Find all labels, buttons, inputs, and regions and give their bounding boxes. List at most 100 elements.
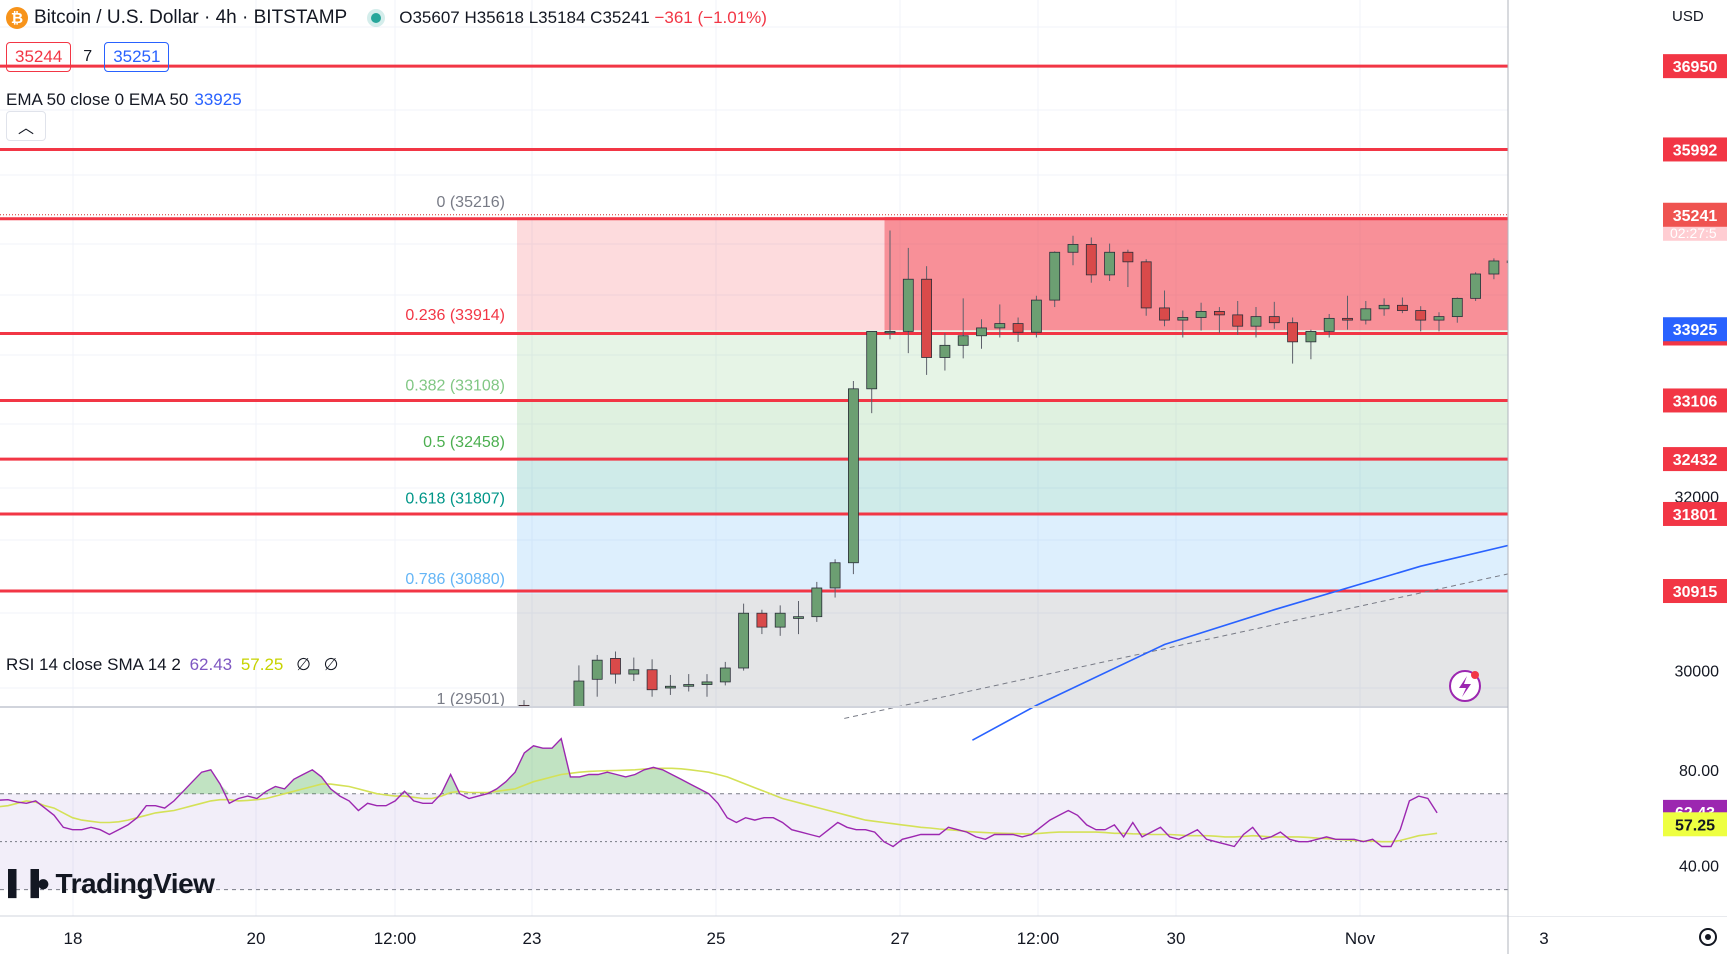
market-status-icon <box>371 13 381 23</box>
chevron-up-icon: ︿ <box>18 114 34 138</box>
currency-label[interactable]: USD <box>1672 8 1704 25</box>
candle-body <box>1251 317 1261 327</box>
candle-body <box>1086 244 1096 274</box>
buy-button[interactable]: 35251 <box>104 42 169 72</box>
candle-body <box>812 588 822 617</box>
candle-body <box>1141 262 1151 308</box>
rsi-overbought-fill <box>0 739 1437 794</box>
fib-level-label: 0.236 (33914) <box>405 307 505 324</box>
rsi-axis-tick-label: 80.00 <box>1679 763 1719 780</box>
rsi-axis-tick-label: 40.00 <box>1679 859 1719 876</box>
candle-body <box>739 613 749 668</box>
fib-level-label: 0.382 (33108) <box>405 377 505 394</box>
bid-ask-panel: 35244 7 35251 <box>6 42 169 72</box>
time-axis-tick-label: 25 <box>707 929 726 948</box>
candle-body <box>665 686 675 688</box>
rsi-legend-extra-1: ∅ <box>296 655 311 674</box>
time-axis-tick-label: 30 <box>1167 929 1186 948</box>
candle-body <box>1452 298 1462 316</box>
candle-body <box>1050 252 1060 300</box>
candle-body <box>1233 315 1243 326</box>
ema-price-label: 33925 <box>1673 322 1718 339</box>
candle-body <box>1416 311 1426 321</box>
time-axis-tick-label: 3 <box>1539 929 1548 948</box>
settings-gear-icon-hub <box>1705 934 1711 940</box>
candle-body <box>1196 311 1206 317</box>
candle-body <box>794 617 804 619</box>
price-axis-level-label: 31801 <box>1673 507 1718 524</box>
candle-body <box>757 613 767 627</box>
candle-body <box>684 685 694 687</box>
candle-body <box>720 668 730 682</box>
fib-level-label: 0.5 (32458) <box>423 434 505 451</box>
candle-body <box>1471 274 1481 298</box>
bar-countdown-label: 02:27:5 <box>1670 225 1717 241</box>
chart-header: ₿ Bitcoin / U.S. Dollar · 4h · BITSTAMP … <box>6 4 767 32</box>
candle-body <box>775 613 785 627</box>
candle-body <box>611 658 621 674</box>
sell-button[interactable]: 35244 <box>6 42 71 72</box>
fib-zone <box>517 330 1508 400</box>
tradingview-logo-text: TradingView <box>56 868 215 900</box>
candle-body <box>1361 309 1371 320</box>
price-axis-level-label: 32432 <box>1673 452 1718 469</box>
time-axis-tick-label: Nov <box>1345 929 1376 948</box>
current-price-label: 35241 <box>1673 208 1718 225</box>
candle-body <box>958 336 968 346</box>
candle-body <box>1105 252 1115 275</box>
candle-body <box>556 730 566 733</box>
time-axis-tick-label: 12:00 <box>1017 929 1060 948</box>
candle-body <box>1013 324 1023 333</box>
candle-body <box>995 324 1005 328</box>
candle-body <box>574 681 584 720</box>
candle-body <box>1068 244 1078 252</box>
time-axis-tick-label: 20 <box>247 929 266 948</box>
fib-level-label: 1 (29501) <box>437 691 506 708</box>
fib-level-label: 0.618 (31807) <box>405 490 505 507</box>
rsi-legend[interactable]: RSI 14 close SMA 14 2 62.43 57.25 ∅ ∅ <box>6 655 338 675</box>
candle-body <box>1178 317 1188 320</box>
candle-body <box>702 682 712 685</box>
candle-body <box>1397 305 1407 310</box>
price-axis-tick-label: 30000 <box>1675 664 1720 681</box>
candle-body <box>1343 318 1353 320</box>
bitcoin-icon: ₿ <box>6 7 28 29</box>
rsi-sma-legend-value: 57.25 <box>241 655 284 674</box>
candle-body <box>903 279 913 331</box>
candle-body <box>1379 305 1389 308</box>
time-axis-tick-label: 12:00 <box>374 929 417 948</box>
candle-body <box>940 345 950 357</box>
candle-body <box>885 331 895 333</box>
candle-body <box>592 660 602 679</box>
candle-body <box>537 728 547 732</box>
candle-body <box>867 331 877 388</box>
rsi-sma-value-label: 57.25 <box>1675 817 1715 834</box>
collapse-legend-button[interactable]: ︿ <box>6 111 46 141</box>
candle-body <box>647 670 657 690</box>
ema-legend-label: EMA 50 close 0 EMA 50 <box>6 90 188 109</box>
candle-body <box>1214 311 1224 314</box>
fib-zone <box>517 400 1508 457</box>
candle-body <box>519 705 529 728</box>
lightning-icon-dot <box>1471 671 1479 679</box>
candle-body <box>1489 261 1499 274</box>
tradingview-logo[interactable]: ▌▐● TradingView <box>8 868 214 900</box>
candle-body <box>1434 317 1444 320</box>
symbol-title[interactable]: Bitcoin / U.S. Dollar · 4h · BITSTAMP <box>34 7 347 29</box>
candle-body <box>1324 318 1334 331</box>
candle-body <box>1288 323 1298 342</box>
candle-body <box>629 670 639 674</box>
fib-zone <box>517 594 1508 707</box>
rsi-legend-label: RSI 14 close SMA 14 2 <box>6 655 181 674</box>
candle-body <box>1306 331 1316 341</box>
ohlc-values: O35607 H35618 L35184 C35241 <box>399 8 650 27</box>
price-axis-level-label: 30915 <box>1673 584 1718 601</box>
time-axis-tick-label: 23 <box>523 929 542 948</box>
rsi-legend-extra-2: ∅ <box>324 655 339 674</box>
spread-value: 7 <box>83 48 92 66</box>
candle-body <box>830 563 840 588</box>
candle-body <box>922 279 932 357</box>
